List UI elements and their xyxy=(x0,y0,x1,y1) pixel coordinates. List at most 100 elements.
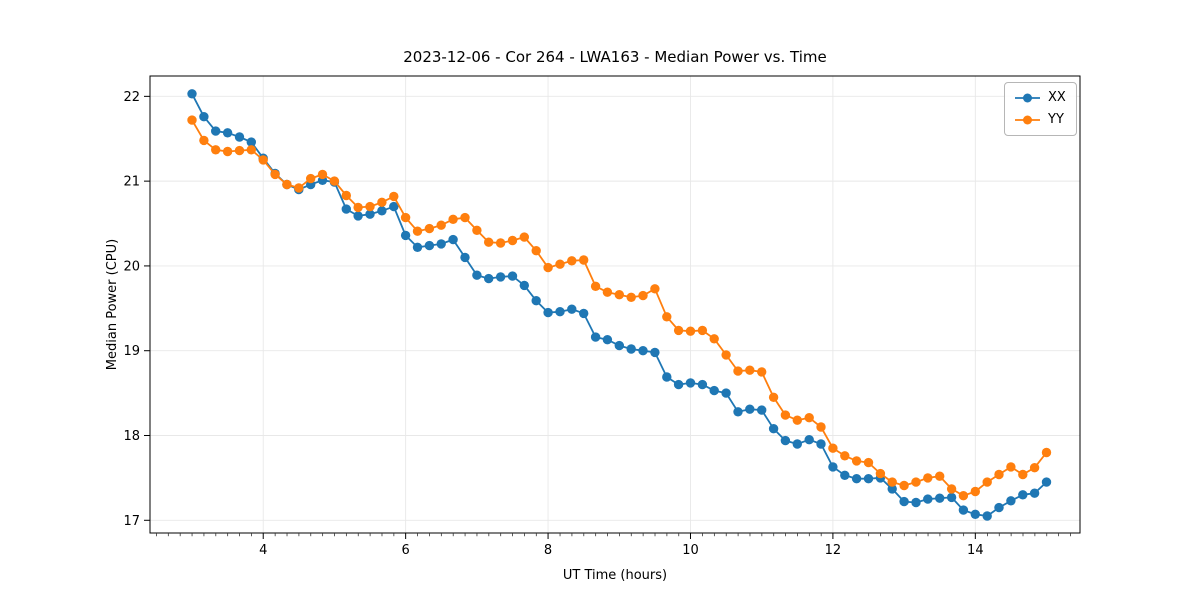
data-point xyxy=(389,201,399,212)
data-point xyxy=(1041,477,1052,487)
axis-ticks xyxy=(144,95,1071,539)
data-point xyxy=(982,477,992,487)
data-point xyxy=(602,287,613,297)
data-point xyxy=(199,135,209,146)
y-axis-label: Median Power (CPU) xyxy=(105,239,120,370)
data-point xyxy=(899,480,909,491)
data-point xyxy=(543,262,553,273)
data-point xyxy=(484,237,494,247)
data-point xyxy=(365,201,375,212)
data-point xyxy=(887,477,897,487)
data-point xyxy=(994,502,1004,513)
data-point xyxy=(662,372,672,382)
data-point xyxy=(484,273,494,284)
data-point xyxy=(638,290,648,301)
data-point xyxy=(317,169,328,180)
legend: XX YY xyxy=(1004,82,1077,136)
data-point xyxy=(733,407,743,417)
data-point xyxy=(733,366,743,376)
data-point xyxy=(840,451,850,461)
data-point xyxy=(875,468,886,479)
data-point xyxy=(1006,496,1016,506)
data-point xyxy=(341,204,351,214)
data-point xyxy=(673,325,684,336)
series-XX xyxy=(187,89,1052,521)
data-point xyxy=(282,179,292,190)
x-axis-label: UT Time (hours) xyxy=(563,568,667,583)
axes-spines xyxy=(149,75,1081,534)
data-point xyxy=(234,132,245,142)
data-point xyxy=(531,296,541,306)
data-point xyxy=(507,271,518,281)
series-YY xyxy=(187,115,1052,501)
data-point xyxy=(935,471,945,481)
data-point xyxy=(306,173,316,184)
data-point xyxy=(958,505,969,515)
legend-item-yy: YY xyxy=(1014,110,1066,130)
data-point xyxy=(745,365,755,375)
data-point xyxy=(768,424,779,434)
legend-marker-icon xyxy=(1015,93,1040,103)
data-point xyxy=(448,234,458,245)
legend-label: YY xyxy=(1048,112,1064,127)
data-point xyxy=(294,183,304,193)
y-tick-label: 18 xyxy=(123,429,140,444)
data-point xyxy=(590,332,601,342)
data-point xyxy=(495,272,506,282)
data-point xyxy=(472,225,482,235)
data-point xyxy=(840,470,850,480)
data-point xyxy=(697,325,708,336)
data-point xyxy=(412,226,423,236)
data-point xyxy=(638,346,648,356)
data-point xyxy=(650,347,660,358)
data-point xyxy=(222,128,233,138)
data-point xyxy=(590,281,601,291)
data-point xyxy=(757,367,767,377)
legend-marker-icon xyxy=(1015,115,1040,125)
data-point xyxy=(863,457,874,468)
data-point xyxy=(579,255,589,265)
data-point xyxy=(804,435,814,445)
grid-lines xyxy=(150,76,1080,533)
data-point xyxy=(721,388,731,398)
x-tick-label: 6 xyxy=(402,543,410,558)
data-point xyxy=(365,209,375,219)
data-point xyxy=(234,145,245,156)
data-point xyxy=(650,284,660,294)
y-tick-label: 20 xyxy=(123,259,140,274)
data-point xyxy=(685,378,696,388)
data-point xyxy=(792,439,802,449)
data-point xyxy=(946,484,957,494)
data-point xyxy=(899,496,909,507)
data-point xyxy=(851,456,862,466)
data-point xyxy=(567,256,577,266)
data-point xyxy=(816,422,826,432)
data-point xyxy=(460,252,470,263)
y-tick-label: 19 xyxy=(123,344,140,359)
data-point xyxy=(626,344,636,354)
data-point xyxy=(780,410,791,420)
data-point xyxy=(709,334,719,344)
data-point xyxy=(377,206,387,216)
data-point xyxy=(1029,463,1040,473)
data-point xyxy=(721,350,731,360)
data-point xyxy=(353,211,363,221)
data-point xyxy=(768,392,779,402)
data-point xyxy=(946,492,957,503)
y-tick-label: 17 xyxy=(123,514,140,529)
data-point xyxy=(448,214,458,224)
data-point xyxy=(828,443,838,453)
data-point xyxy=(994,469,1004,480)
data-point xyxy=(1029,488,1040,498)
chart-title: 2023-12-06 - Cor 264 - LWA163 - Median P… xyxy=(403,48,827,66)
data-point xyxy=(923,494,933,504)
data-point xyxy=(519,232,529,242)
data-point xyxy=(804,413,814,423)
data-point xyxy=(353,202,363,213)
data-point xyxy=(1018,469,1028,480)
data-point xyxy=(472,270,482,280)
x-tick-label: 14 xyxy=(967,543,984,558)
data-point xyxy=(816,439,826,449)
data-point xyxy=(436,239,446,249)
